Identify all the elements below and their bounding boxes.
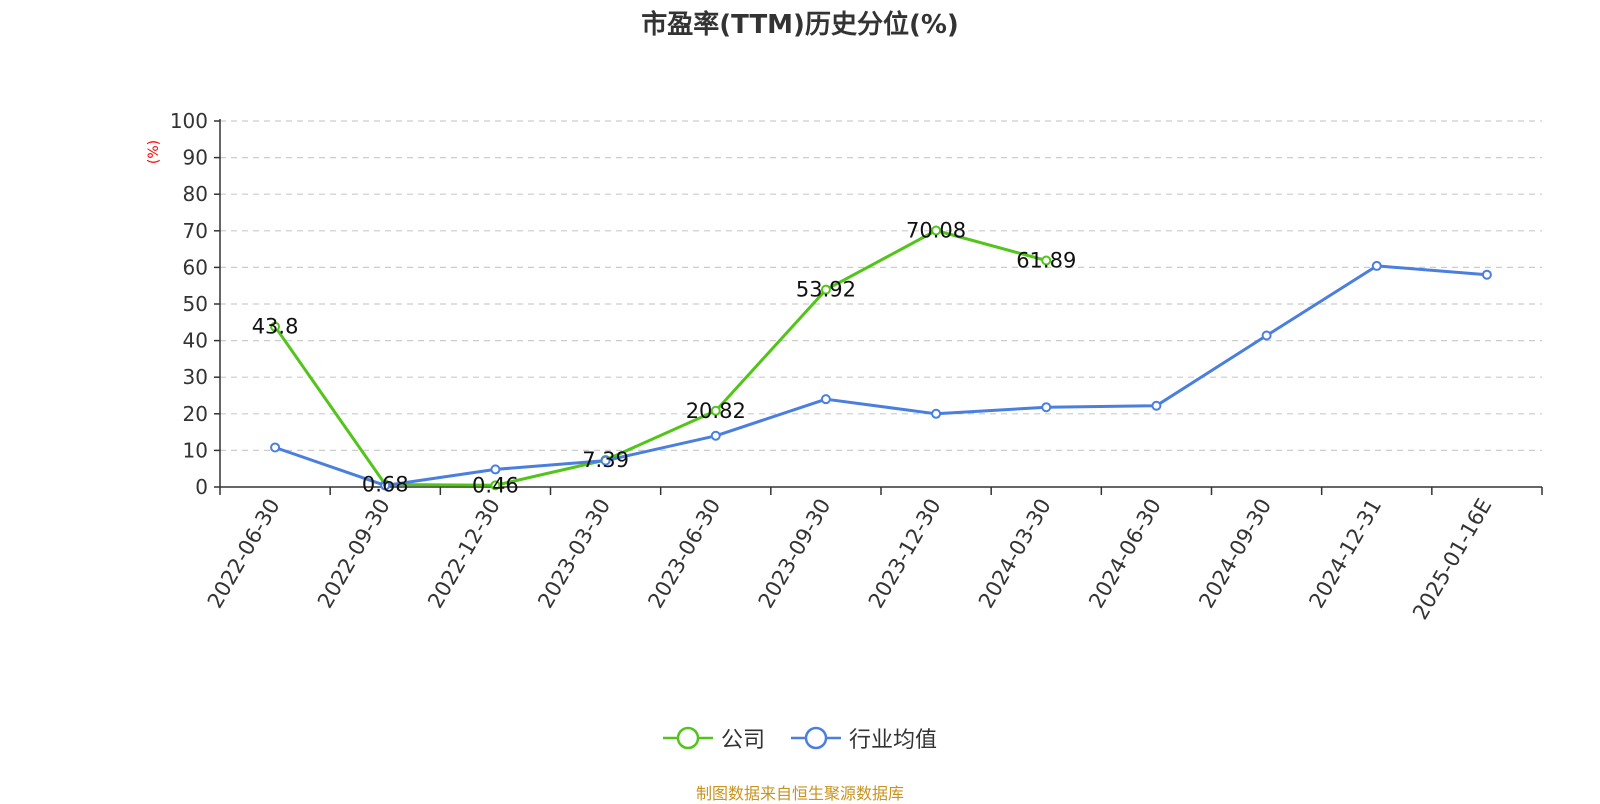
legend-label-company: 公司 — [720, 728, 765, 753]
data-label: 53.92 — [796, 278, 856, 302]
y-tick-label: 90 — [183, 146, 208, 170]
x-tick-label: 2024-06-30 — [1084, 495, 1166, 613]
data-label: 0.68 — [362, 473, 409, 497]
y-tick-label: 50 — [183, 292, 208, 316]
x-tick-label: 2024-09-30 — [1194, 495, 1276, 613]
data-point[interactable] — [710, 430, 721, 441]
data-label: 61.89 — [1016, 248, 1076, 272]
y-tick-label: 60 — [183, 255, 208, 279]
data-point[interactable] — [600, 455, 611, 466]
data-point[interactable] — [931, 408, 942, 419]
source-note: 制图数据来自恒生聚源数据库 — [695, 784, 904, 803]
data-point[interactable] — [931, 225, 942, 236]
data-point[interactable] — [1151, 400, 1162, 411]
legend-marker-company — [662, 726, 713, 750]
chart-title: 市盈率(TTM)历史分位(%) — [641, 10, 959, 40]
y-tick-label: 0 — [195, 475, 208, 499]
x-tick-label: 2024-12-31 — [1304, 495, 1386, 613]
y-tick-label: 20 — [183, 402, 208, 426]
data-label: 20.82 — [686, 399, 746, 423]
axes: 0 10 20 30 40 50 60 70 80 90 100 2022-06-30 2022-09-… — [170, 109, 1543, 624]
data-label: 0.46 — [472, 473, 519, 497]
y-tick-label: 80 — [183, 182, 208, 206]
x-tick-label: 2022-09-30 — [313, 495, 395, 613]
data-point[interactable] — [820, 394, 831, 405]
legend: 公司 行业均值 — [0, 722, 1600, 754]
x-tick-label: 2023-09-30 — [754, 495, 836, 613]
data-label: 43.8 — [252, 315, 299, 339]
y-tick-label: 40 — [183, 329, 208, 353]
data-point[interactable] — [1041, 255, 1052, 266]
data-labels: 43.8 0.68 0.46 7.39 20.82 53.92 70.08 61.89 — [252, 219, 1077, 498]
data-point[interactable] — [270, 321, 281, 332]
data-point[interactable] — [490, 464, 501, 475]
data-point[interactable] — [380, 480, 391, 491]
data-label: 70.08 — [906, 219, 966, 243]
data-point[interactable] — [710, 405, 721, 416]
series-lines — [270, 225, 1492, 491]
data-point[interactable] — [820, 284, 831, 295]
legend-marker-industry-average — [791, 726, 841, 750]
x-tick-label: 2023-03-30 — [533, 495, 615, 613]
legend-item-company[interactable]: 公司 — [662, 722, 765, 754]
data-label: 7.39 — [582, 448, 629, 472]
data-point[interactable] — [490, 480, 501, 491]
data-point[interactable] — [1261, 330, 1272, 341]
x-tick-label: 2024-03-30 — [974, 495, 1056, 613]
data-point[interactable] — [1041, 402, 1052, 413]
grid-lines — [220, 120, 1542, 451]
x-tick-label: 2023-12-30 — [864, 494, 946, 612]
x-tick-label: 2023-06-30 — [643, 495, 725, 613]
y-tick-label: 10 — [183, 438, 208, 462]
legend-label-industry-average: 行业均值 — [849, 728, 938, 753]
data-point[interactable] — [1481, 269, 1492, 280]
y-tick-label: 70 — [183, 219, 208, 243]
y-tick-label: 100 — [170, 109, 208, 133]
x-tick-label: 2022-12-30 — [423, 494, 505, 612]
data-point[interactable] — [1371, 260, 1382, 271]
series-line-0 — [273, 229, 1047, 487]
y-tick-label: 30 — [183, 365, 208, 389]
y-axis-label: (%) — [146, 140, 162, 164]
series-line-1 — [274, 264, 1488, 487]
x-tick-label: 2022-06-30 — [203, 495, 285, 613]
legend-item-industry-average[interactable]: 行业均值 — [791, 722, 937, 754]
data-point[interactable] — [270, 442, 281, 453]
x-tick-label: 2025-01-16E — [1408, 495, 1496, 624]
